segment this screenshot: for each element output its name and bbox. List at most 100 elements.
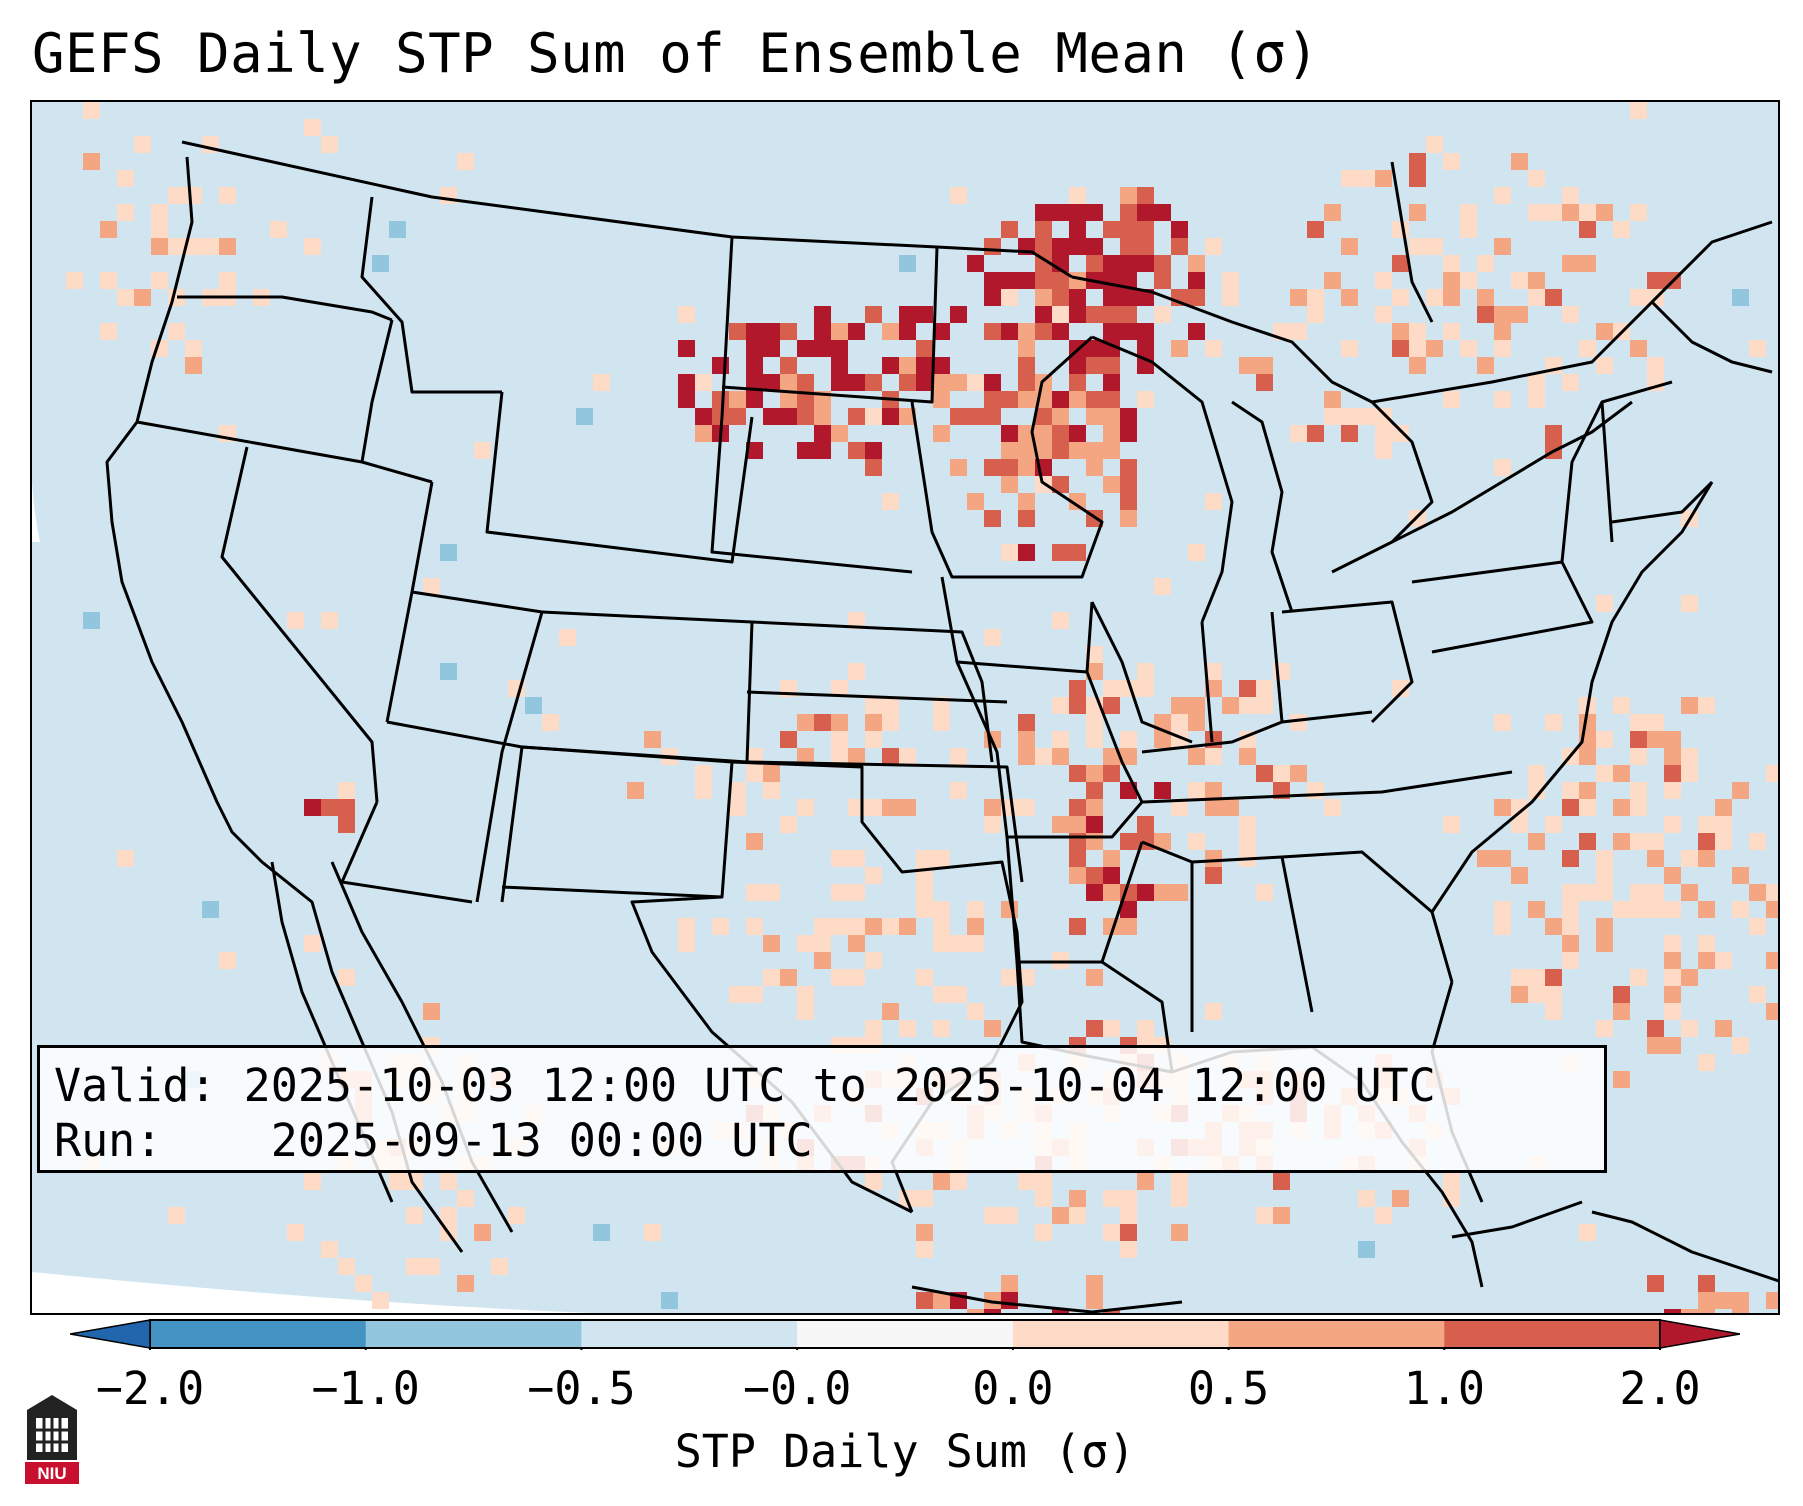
stp-grid-cell — [1222, 272, 1239, 289]
stp-grid-cell — [712, 408, 729, 425]
stp-grid-cell — [1698, 1309, 1715, 1313]
stp-grid-cell — [1630, 748, 1647, 765]
stp-grid-cell — [1103, 442, 1120, 459]
stp-grid-cell — [746, 918, 763, 935]
stp-grid-cell — [1205, 663, 1222, 680]
stp-grid-cell — [984, 408, 1001, 425]
stp-grid-cell — [1103, 391, 1120, 408]
stp-grid-cell — [1154, 833, 1171, 850]
stp-grid-cell — [1749, 884, 1766, 901]
stp-grid-cell — [1630, 799, 1647, 816]
stp-grid-cell — [831, 884, 848, 901]
stp-grid-cell — [1069, 204, 1086, 221]
stp-grid-cell — [1137, 221, 1154, 238]
stp-grid-cell — [1647, 850, 1664, 867]
colorbar-tick-label: 1.0 — [1403, 1362, 1485, 1415]
stp-grid-cell — [355, 1275, 372, 1292]
stp-grid-cell — [729, 391, 746, 408]
stp-grid-cell — [1069, 1207, 1086, 1224]
ohio-border — [1281, 600, 1414, 724]
stp-grid-cell — [1749, 918, 1766, 935]
projection-edge-bottom-left — [32, 1272, 593, 1313]
stp-grid-cell — [1528, 391, 1545, 408]
stp-grid-cell — [1545, 425, 1562, 442]
stp-grid-cell — [865, 952, 882, 969]
run-value: 2025-09-13 00:00 UTC — [270, 1114, 813, 1167]
stp-grid-cell — [1120, 1241, 1137, 1258]
stp-grid-cell — [797, 986, 814, 1003]
stp-grid-cell — [1579, 221, 1596, 238]
stp-grid-cell — [729, 323, 746, 340]
stp-grid-cell — [1137, 884, 1154, 901]
stp-grid-cell — [1596, 765, 1613, 782]
stp-grid-cell — [678, 391, 695, 408]
stp-grid-cell — [1494, 901, 1511, 918]
stp-grid-cell — [1069, 1190, 1086, 1207]
maritimes-line — [1650, 300, 1773, 374]
stp-grid-cell — [984, 272, 1001, 289]
stp-grid-cell — [1103, 255, 1120, 272]
stp-grid-cell — [1001, 476, 1018, 493]
stp-grid-cell — [1426, 136, 1443, 153]
stp-grid-cell — [746, 340, 763, 357]
stp-grid-cell — [1664, 748, 1681, 765]
colorbar-bin — [365, 1320, 582, 1348]
stp-grid-cell — [1154, 204, 1171, 221]
stp-grid-cell — [1103, 850, 1120, 867]
wyoming-border — [485, 391, 754, 564]
stp-grid-cell — [1137, 238, 1154, 255]
stp-grid-cell — [1018, 374, 1035, 391]
stp-grid-cell — [780, 374, 797, 391]
nd-border — [721, 246, 939, 404]
stp-grid-cell — [950, 187, 967, 204]
stp-grid-cell — [1171, 884, 1188, 901]
stp-grid-cell — [1239, 357, 1256, 374]
stp-grid-cell — [797, 340, 814, 357]
stp-grid-cell — [865, 918, 882, 935]
stp-grid-cell — [304, 799, 321, 816]
stp-grid-cell — [1664, 731, 1681, 748]
stp-grid-cell — [1664, 969, 1681, 986]
stp-grid-cell — [1001, 1207, 1018, 1224]
colorbar-bin — [150, 1320, 367, 1348]
stp-grid-cell — [1647, 884, 1664, 901]
stp-grid-cell — [984, 1020, 1001, 1037]
stp-grid-cell — [1120, 1190, 1137, 1207]
stp-grid-cell — [1205, 748, 1222, 765]
id-mt-border — [360, 196, 502, 394]
stp-grid-cell — [1613, 901, 1630, 918]
stp-grid-cell — [1494, 714, 1511, 731]
stp-grid-cell — [848, 850, 865, 867]
stp-grid-cell — [1120, 901, 1137, 918]
in-oh-border — [1270, 611, 1284, 723]
stp-grid-cell — [933, 357, 950, 374]
stp-grid-cell — [1188, 697, 1205, 714]
stp-grid-cell — [763, 323, 780, 340]
stp-grid-cell — [1137, 289, 1154, 306]
stp-grid-cell — [780, 391, 797, 408]
stp-grid-cell — [1613, 1071, 1630, 1088]
stp-grid-cell — [1188, 833, 1205, 850]
stp-grid-cell — [797, 391, 814, 408]
stp-grid-cell — [304, 935, 321, 952]
stp-grid-cell — [729, 799, 746, 816]
stp-grid-cell — [1528, 833, 1545, 850]
stp-grid-cell — [1596, 884, 1613, 901]
stp-grid-cell — [1409, 323, 1426, 340]
stp-grid-cell — [882, 748, 899, 765]
stp-grid-cell — [1630, 833, 1647, 850]
stp-grid-cell — [1222, 289, 1239, 306]
stp-grid-cell — [1443, 153, 1460, 170]
stp-grid-cell — [1086, 391, 1103, 408]
quebec-line — [1390, 161, 1434, 323]
stp-grid-cell — [1766, 884, 1778, 901]
stp-grid-cell — [1562, 782, 1579, 799]
stp-grid-cell — [950, 782, 967, 799]
stp-grid-cell — [389, 221, 406, 238]
stp-grid-cell — [933, 374, 950, 391]
stp-grid-cell — [1018, 969, 1035, 986]
colorbar-tick-label: −0.5 — [527, 1362, 636, 1415]
stp-grid-cell — [1120, 510, 1137, 527]
stp-grid-cell — [1715, 816, 1732, 833]
stp-grid-cell — [1375, 408, 1392, 425]
